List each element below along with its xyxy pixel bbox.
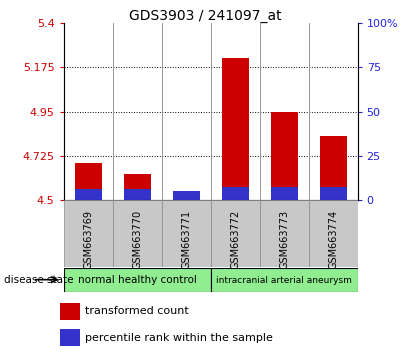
Text: GSM663772: GSM663772: [230, 210, 240, 269]
Bar: [173, 197, 200, 200]
Bar: [64, 268, 210, 292]
Bar: [60, 303, 80, 320]
Bar: [222, 187, 249, 200]
Text: transformed count: transformed count: [85, 306, 189, 316]
Bar: [113, 200, 162, 267]
Bar: [309, 200, 358, 267]
Bar: [75, 189, 102, 200]
Bar: [211, 200, 260, 267]
Text: GSM663770: GSM663770: [132, 210, 142, 269]
Text: GSM663771: GSM663771: [181, 210, 191, 269]
Bar: [210, 268, 358, 292]
Bar: [124, 189, 151, 200]
Text: GSM663769: GSM663769: [83, 210, 93, 269]
Bar: [260, 200, 309, 267]
Text: GSM663773: GSM663773: [279, 210, 289, 269]
Text: GDS3903 / 241097_at: GDS3903 / 241097_at: [129, 9, 282, 23]
Text: normal healthy control: normal healthy control: [78, 275, 196, 285]
Bar: [320, 136, 346, 200]
Text: GSM663774: GSM663774: [328, 210, 338, 269]
Text: disease state: disease state: [4, 275, 74, 285]
Bar: [124, 175, 151, 200]
Bar: [64, 200, 113, 267]
Bar: [75, 162, 102, 200]
Bar: [60, 329, 80, 346]
Bar: [270, 112, 298, 200]
Bar: [173, 191, 200, 200]
Text: percentile rank within the sample: percentile rank within the sample: [85, 333, 273, 343]
Bar: [320, 187, 346, 200]
Bar: [162, 200, 211, 267]
Bar: [222, 58, 249, 200]
Bar: [270, 187, 298, 200]
Text: intracranial arterial aneurysm: intracranial arterial aneurysm: [216, 275, 352, 285]
